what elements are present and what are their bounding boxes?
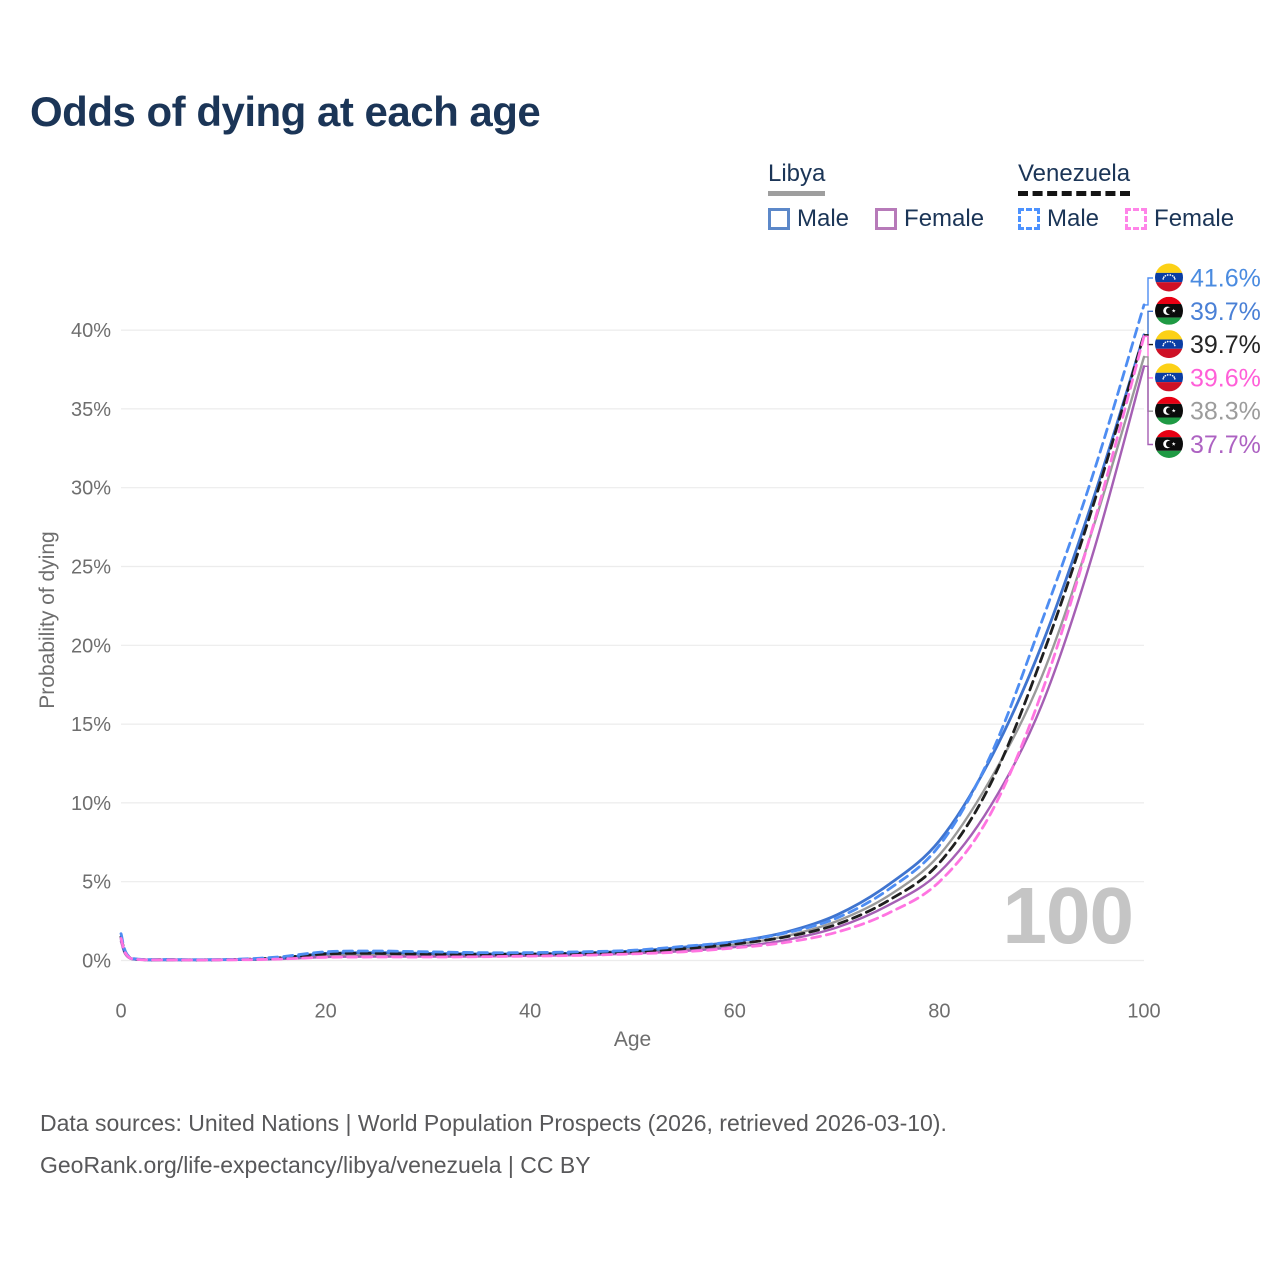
end-value-label: 37.7% (1190, 431, 1261, 459)
end-value-label: 39.7% (1190, 298, 1261, 326)
legend-items-libya: Male Female (768, 205, 984, 233)
x-tick-label: 40 (519, 1001, 541, 1023)
y-tick-label: 40% (71, 320, 111, 342)
legend-label-libya-female: Female (904, 205, 985, 232)
end-value-label: 41.6% (1190, 265, 1261, 293)
x-tick-label: 20 (314, 1001, 336, 1023)
legend-country-libya: Libya (768, 160, 826, 196)
y-tick-label: 35% (71, 399, 111, 421)
y-tick-label: 20% (71, 635, 111, 657)
venezuela-flag-icon (1155, 264, 1183, 292)
legend-item-libya-male[interactable]: Male (768, 205, 849, 233)
x-axis-title: Age (613, 1028, 652, 1051)
series-line-libya-both-sexes (119, 355, 1146, 962)
x-tick-label: 80 (928, 1001, 950, 1023)
legend-item-libya-female[interactable]: Female (875, 205, 984, 233)
series-line-libya-male (119, 333, 1146, 962)
series-line-libya-female (119, 365, 1146, 962)
legend-items-venezuela: Male Female (1018, 205, 1234, 233)
libya-male-swatch-icon (768, 208, 790, 230)
y-tick-label: 30% (71, 478, 111, 500)
legend-country-venezuela: Venezuela (1018, 160, 1131, 196)
series-line-venezuela-male (119, 303, 1146, 962)
libya-flag-icon (1155, 297, 1183, 325)
footer-data-sources: Data sources: United Nations | World Pop… (40, 1110, 947, 1136)
legend-label-venezuela-female: Female (1154, 205, 1235, 232)
leader-line (1144, 277, 1153, 306)
venezuela-male-swatch-icon (1018, 208, 1040, 230)
footer-attribution: GeoRank.org/life-expectancy/libya/venezu… (40, 1152, 591, 1178)
y-tick-label: 5% (82, 872, 111, 894)
series-line-venezuela-female (119, 335, 1146, 962)
y-tick-label: 25% (71, 557, 111, 579)
x-tick-label: 60 (724, 1001, 746, 1023)
libya-flag-icon (1155, 430, 1183, 458)
legend-item-venezuela-female[interactable]: Female (1125, 205, 1234, 233)
y-tick-label: 0% (82, 951, 111, 973)
footer: Data sources: United Nations | World Pop… (40, 1102, 1240, 1186)
libya-female-swatch-icon (875, 208, 898, 230)
age-counter-watermark: 100 (1002, 871, 1134, 960)
leader-line (1144, 365, 1153, 446)
legend-label-venezuela-male: Male (1047, 205, 1100, 232)
legend-group-venezuela: Venezuela Male Female (1018, 160, 1234, 233)
legend-group-libya: Libya Male Female (768, 160, 984, 233)
page-title: Odds of dying at each age (30, 88, 541, 135)
libya-flag-icon (1155, 397, 1183, 425)
x-tick-label: 100 (1127, 1001, 1160, 1023)
venezuela-female-swatch-icon (1125, 208, 1148, 230)
x-tick-label: 0 (115, 1001, 126, 1023)
venezuela-flag-icon (1155, 330, 1183, 358)
end-value-label: 38.3% (1190, 398, 1261, 426)
y-tick-label: 15% (71, 714, 111, 736)
y-axis-title: Probability of dying (36, 531, 59, 709)
end-value-label: 39.7% (1190, 331, 1261, 359)
venezuela-flag-icon (1155, 363, 1183, 391)
leader-line (1144, 310, 1153, 336)
y-tick-label: 10% (71, 793, 111, 815)
legend-label-libya-male: Male (797, 205, 850, 232)
end-value-label: 39.6% (1190, 364, 1261, 392)
legend-item-venezuela-male[interactable]: Male (1018, 205, 1099, 233)
series-line-venezuela-both-sexes (119, 333, 1146, 962)
